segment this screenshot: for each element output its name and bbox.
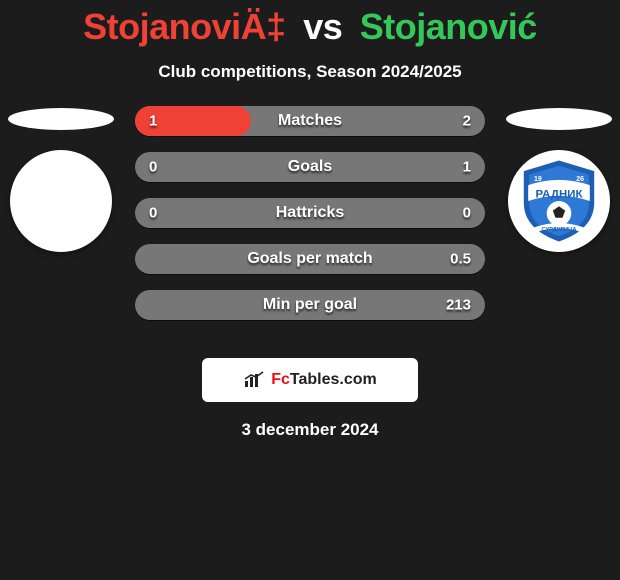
stat-right-value: 0 — [463, 205, 471, 222]
stat-row: 1 Matches 2 — [135, 106, 485, 136]
brand-card: FcTables.com — [202, 358, 418, 402]
stat-right-value: 1 — [463, 159, 471, 176]
stat-row: Goals per match 0.5 — [135, 244, 485, 274]
stat-row: 0 Hattricks 0 — [135, 198, 485, 228]
right-side: РАДНИК 19 26 СУРДУЛИЦА — [498, 106, 620, 252]
badge-year-right: 26 — [576, 176, 584, 183]
left-side — [0, 106, 122, 252]
player1-name: StojanoviÄ‡ — [83, 6, 286, 47]
stat-left-value: 0 — [149, 159, 157, 176]
badge-bottom-text: СУРДУЛИЦА — [542, 227, 577, 233]
brand-text: FcTables.com — [271, 371, 377, 389]
bar-chart-icon — [243, 371, 265, 389]
left-ellipse — [8, 108, 114, 130]
stat-label: Min per goal — [263, 296, 357, 314]
right-badge: РАДНИК 19 26 СУРДУЛИЦА — [508, 150, 610, 252]
brand-rest: Tables.com — [290, 371, 377, 388]
stat-label: Goals — [288, 158, 332, 176]
comparison-title: StojanoviÄ‡ vs Stojanović — [0, 0, 620, 48]
stats-arena: РАДНИК 19 26 СУРДУЛИЦА 1Matches20Goals10… — [0, 106, 620, 336]
stats-column: 1 Matches 2 0 Goals 1 0 Hattricks 0 Goals per mat… — [135, 106, 485, 320]
player2-name: Stojanović — [360, 6, 537, 47]
stat-label: Hattricks — [276, 204, 344, 222]
stat-left-value: 1 — [149, 113, 157, 130]
date-label: 3 december 2024 — [0, 420, 620, 440]
stat-label: Matches — [278, 112, 342, 130]
right-ellipse — [506, 108, 612, 130]
stat-row: 0 Goals 1 — [135, 152, 485, 182]
stat-right-value: 2 — [463, 113, 471, 130]
stat-right-value: 0.5 — [450, 251, 471, 268]
stat-label: Goals per match — [247, 250, 372, 268]
stat-right-value: 213 — [446, 297, 471, 314]
badge-top-text: РАДНИК — [536, 188, 583, 200]
stat-left-value: 0 — [149, 205, 157, 222]
stat-row: Min per goal 213 — [135, 290, 485, 320]
badge-year-left: 19 — [534, 176, 542, 183]
vs-word: vs — [303, 6, 342, 47]
brand-prefix: Fc — [271, 371, 290, 388]
shield-icon: РАДНИК 19 26 СУРДУЛИЦА — [515, 157, 603, 245]
subtitle: Club competitions, Season 2024/2025 — [0, 62, 620, 82]
left-badge — [10, 150, 112, 252]
